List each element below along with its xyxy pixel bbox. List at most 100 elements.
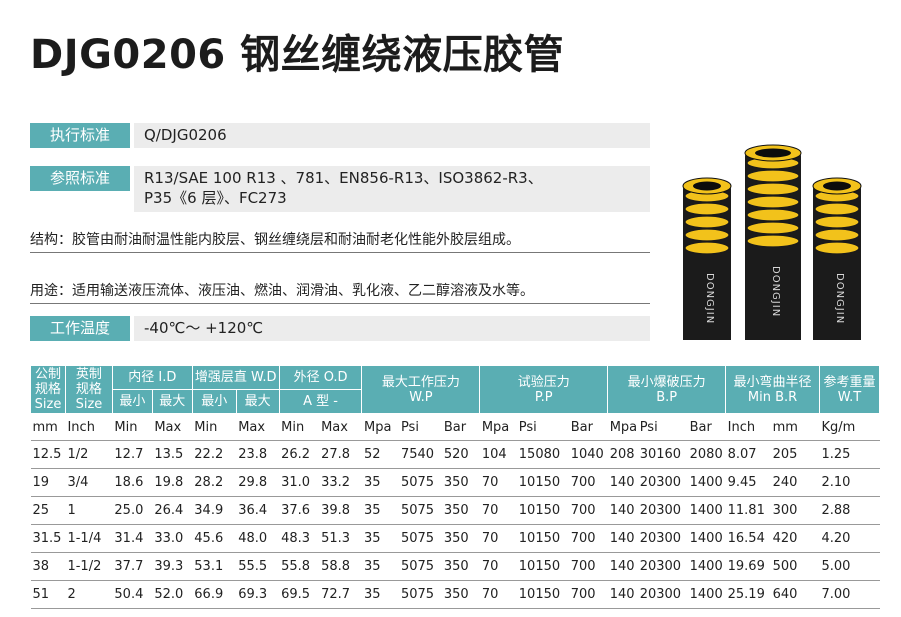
table-cell: 5075 [398, 468, 442, 497]
table-cell: 104 [479, 440, 517, 469]
table-cell: 51.3 [319, 524, 362, 553]
table-cell: mm [30, 413, 66, 441]
col-reinforcement-diameter: 增强层直 W.D [191, 365, 280, 390]
table-cell: 58.8 [319, 552, 362, 581]
table-cell: 37.6 [279, 496, 320, 525]
table-cell: 5075 [398, 524, 442, 553]
table-cell: Bar [568, 413, 608, 441]
table-cell: 27.8 [319, 440, 362, 469]
col-burst-pressure: 最小爆破压力 B.P [607, 365, 727, 414]
table-cell: Bar [441, 413, 480, 441]
table-cell: 2080 [687, 440, 726, 469]
table-row: 51 2 50.4 52.0 66.9 69.3 69.5 72.7 35 5075 350 70 10… [30, 580, 880, 609]
temp-label: 工作温度 [30, 316, 130, 341]
table-cell: 350 [441, 496, 480, 525]
table-cell: Min [192, 413, 237, 441]
table-cell: 350 [441, 524, 480, 553]
table-cell: Max [319, 413, 362, 441]
table-cell: Psi [398, 413, 442, 441]
table-cell: 31.4 [112, 524, 153, 553]
table-cell: 35 [361, 552, 399, 581]
table-cell: 7.00 [819, 580, 880, 609]
steel-wire-layer [746, 195, 800, 209]
table-cell: 15080 [516, 440, 569, 469]
table-cell: 23.8 [236, 440, 280, 469]
col-weight: 参考重量 W.T [818, 365, 881, 414]
steel-wire-layer [684, 228, 730, 242]
table-cell: 30160 [637, 440, 688, 469]
table-cell: 19.8 [152, 468, 193, 497]
table-cell: 140 [607, 496, 638, 525]
table-cell: 2.88 [819, 496, 880, 525]
table-cell: 20300 [637, 524, 688, 553]
table-cell: 36.4 [236, 496, 280, 525]
table-cell: 53.1 [192, 552, 237, 581]
table-cell: 69.3 [236, 580, 280, 609]
structure-text: 结构：胶管由耐油耐温性能内胶层、钢丝缠绕层和耐油耐老化性能外胶层组成。 [30, 228, 650, 253]
table-cell: 7540 [398, 440, 442, 469]
table-cell: 1/2 [65, 440, 113, 469]
steel-wire-layer [814, 215, 860, 229]
steel-wire-layer [746, 234, 800, 248]
table-cell: 20300 [637, 552, 688, 581]
table-cell: 19 [30, 468, 66, 497]
table-cell: 11.81 [725, 496, 771, 525]
table-row: 12.5 1/2 12.7 13.5 22.2 23.8 26.2 27.8 52 7540 520… [30, 440, 880, 469]
steel-wire-layer [814, 241, 860, 255]
table-cell: 22.2 [192, 440, 237, 469]
table-cell: 9.45 [725, 468, 771, 497]
sub-max: 最大 [151, 389, 193, 414]
table-cell: 50.4 [112, 580, 153, 609]
table-cell: 33.2 [319, 468, 362, 497]
table-cell: 350 [441, 468, 480, 497]
table-cell: 1400 [687, 468, 726, 497]
brand-print: DONGJIN [834, 273, 845, 324]
table-units-row: mm Inch Min Max Min Max Min Max Mpa Psi Bar Mpa Psi B… [30, 413, 880, 441]
table-cell: Max [236, 413, 280, 441]
table-cell: Inch [725, 413, 771, 441]
hose-bore [755, 148, 791, 158]
table-cell: Min [279, 413, 320, 441]
table-cell: 140 [607, 580, 638, 609]
table-header-row: 公制 规格 Size 英制 规格 Size 内径 I.D 增强层直 W.D 外径 O.D… [30, 365, 881, 414]
table-cell: 8.07 [725, 440, 771, 469]
ref-standard-line1: R13/SAE 100 R13 、781、EN856-R13、ISO3862-R… [144, 169, 543, 187]
table-cell: 70 [479, 468, 517, 497]
table-cell: Psi [637, 413, 688, 441]
table-cell: 20300 [637, 580, 688, 609]
table-cell: 34.9 [192, 496, 237, 525]
usage-text: 用途：适用输送液压流体、液压油、燃油、润滑油、乳化液、乙二醇溶液及水等。 [30, 279, 650, 304]
table-cell: 39.3 [152, 552, 193, 581]
table-cell: 35 [361, 468, 399, 497]
exec-standard-value: Q/DJG0206 [134, 123, 650, 148]
table-cell: 26.2 [279, 440, 320, 469]
table-cell: 4.20 [819, 524, 880, 553]
table-cell: 70 [479, 524, 517, 553]
table-cell: 520 [441, 440, 480, 469]
hose-bore [823, 181, 851, 191]
table-cell: 39.8 [319, 496, 362, 525]
table-cell: 20300 [637, 496, 688, 525]
table-cell: 10150 [516, 496, 569, 525]
table-cell: 1400 [687, 580, 726, 609]
table-cell: 16.54 [725, 524, 771, 553]
table-cell: 48.0 [236, 524, 280, 553]
table-cell: 48.3 [279, 524, 320, 553]
hose-illustration: DONGJIN DONGJIN DONGJIN [682, 144, 862, 348]
sub-min: 最小 [111, 389, 153, 414]
table-cell: 38 [30, 552, 66, 581]
table-cell: 51 [30, 580, 66, 609]
table-cell: 1-1/4 [65, 524, 113, 553]
table-cell: Kg/m [819, 413, 880, 441]
table-cell: 1040 [568, 440, 608, 469]
col-working-pressure: 最大工作压力 W.P [361, 365, 481, 414]
steel-wire-layer [746, 208, 800, 222]
table-cell: 140 [607, 468, 638, 497]
table-cell: 3/4 [65, 468, 113, 497]
ref-standard-label: 参照标准 [30, 166, 130, 191]
table-cell: 33.0 [152, 524, 193, 553]
table-cell: 10150 [516, 552, 569, 581]
table-cell: 1 [65, 496, 113, 525]
table-cell: mm [770, 413, 820, 441]
table-cell: Psi [516, 413, 569, 441]
